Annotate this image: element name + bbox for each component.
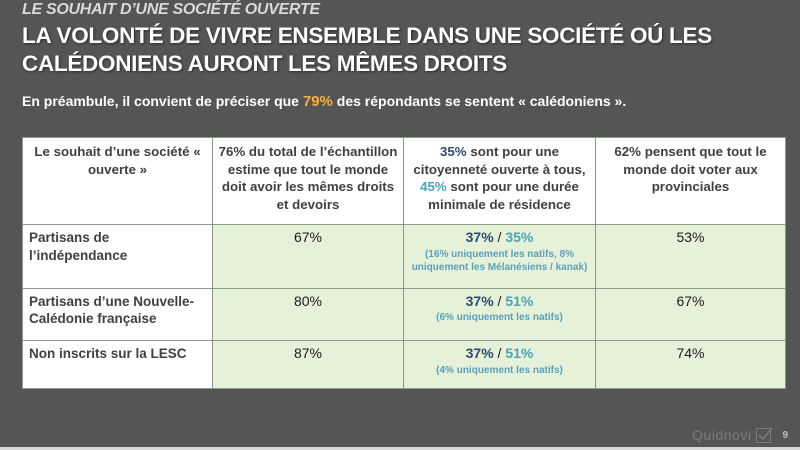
citizenship-note: (16% uniquement les natifs, 8% uniquemen… [411,248,588,273]
row-label: Partisans de l’indépendance [22,224,213,289]
cell-equal-rights: 87% [212,340,404,389]
header-cell-vote: 62% pensent que tout le monde doit voter… [595,137,786,225]
row-label: Non inscrits sur la LESC [22,340,213,389]
cell-vote: 67% [595,287,786,342]
table-row: Non inscrits sur la LESC 87% 37% / 51% (… [22,340,786,389]
table-header-row: Le souhait d’une société « ouverte » 76%… [22,137,786,225]
value-separator: / [493,229,506,245]
table-row: Partisans de l’indépendance 67% 37% / 35… [22,224,786,289]
preamble-before: En préambule, il convient de préciser qu… [22,93,303,109]
citizenship-residence-value: 51% [505,345,534,362]
header-open-value: 35% [440,144,467,159]
header-residence-value: 45% [420,179,447,194]
header-open-text: sont pour une citoyenneté ouverte à tous… [413,144,586,177]
table-row: Partisans d’une Nouvelle-Calédonie franç… [22,287,786,342]
citizenship-residence-value: 51% [505,292,534,309]
section-kicker: LE SOUHAIT D’UNE SOCIÉTÉ OUVERTE [22,1,320,18]
page-number: 9 [782,429,788,441]
cell-citizenship: 37% / 51% (6% uniquement les natifs) [403,287,596,342]
citizenship-note: (4% uniquement les natifs) [436,364,563,376]
header-cell-group: Le souhait d’une société « ouverte » [22,137,213,225]
citizenship-residence-value: 35% [505,229,534,245]
preamble-text: En préambule, il convient de préciser qu… [22,93,626,110]
results-table: Le souhait d’une société « ouverte » 76%… [22,137,786,389]
footer: Quidnovi 9 [692,426,788,443]
cell-citizenship: 37% / 51% (4% uniquement les natifs) [403,340,596,389]
page-title: LA VOLONTÉ DE VIVRE ENSEMBLE DANS UNE SO… [22,23,712,76]
row-label: Partisans d’une Nouvelle-Calédonie franç… [22,287,213,342]
citizenship-open-value: 37% [465,292,494,309]
cell-equal-rights: 80% [212,287,404,342]
checkbox-check-icon [756,426,774,443]
citizenship-note: (6% uniquement les natifs) [436,312,563,324]
value-separator: / [493,345,506,362]
cell-citizenship: 37% / 35% (16% uniquement les natifs, 8%… [403,224,596,289]
value-separator: / [493,292,506,309]
citizenship-open-value: 37% [465,345,494,362]
bottom-bar [0,447,800,450]
brand-logo-text: Quidnovi [692,427,752,443]
cell-vote: 53% [595,224,786,289]
cell-vote: 74% [595,340,786,389]
preamble-after: des répondants se sentent « calédoniens … [332,93,627,109]
header-residence-text: sont pour une durée minimale de résidenc… [428,179,579,212]
cell-equal-rights: 67% [212,224,404,289]
preamble-highlight: 79% [302,93,333,110]
header-cell-equal-rights: 76% du total de l’échantillon estime que… [212,137,404,225]
citizenship-open-value: 37% [465,229,494,245]
header-cell-citizenship: 35% sont pour une citoyenneté ouverte à … [403,137,596,225]
